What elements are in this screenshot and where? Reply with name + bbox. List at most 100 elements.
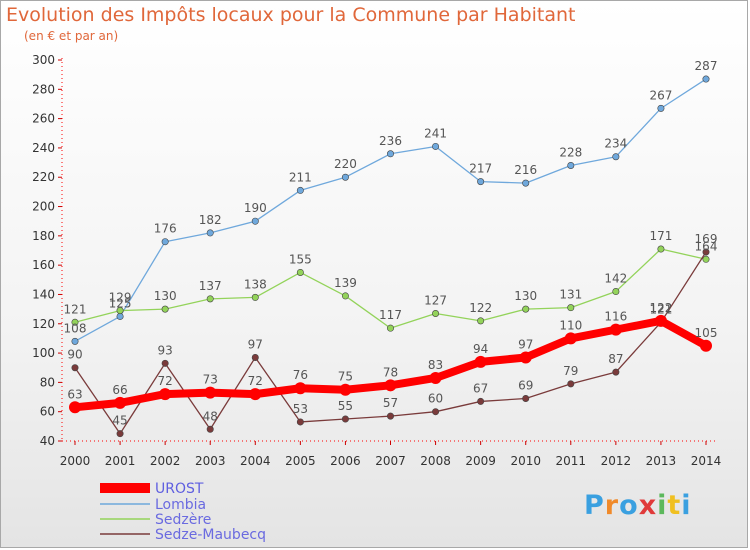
x-tick-label: 2010 [510,454,541,468]
chart-title: Evolution des Impôts locaux pour la Comm… [6,4,576,26]
x-tick-label: 2013 [646,454,677,468]
x-tick-label: 2005 [285,454,316,468]
logo-letter: P [584,490,605,521]
x-tick-label: 2003 [195,454,226,468]
y-tick-label: 80 [40,375,55,389]
data-point [477,397,485,405]
data-point [609,323,622,336]
data-label: 53 [293,402,308,416]
data-label: 78 [383,365,398,379]
data-point [204,386,217,399]
data-label: 55 [338,399,353,413]
logo-letter: x [638,490,658,521]
data-point [116,430,124,438]
data-point [654,314,667,327]
data-label: 67 [473,381,488,395]
y-tick-label: 220 [32,170,55,184]
data-point [612,368,620,376]
data-point [522,179,530,187]
data-label: 72 [248,374,263,388]
data-label: 131 [559,288,582,302]
data-point [567,380,575,388]
data-label: 182 [199,213,222,227]
data-label: 125 [109,296,132,310]
data-label: 142 [604,272,627,286]
data-label: 116 [604,310,627,324]
data-label: 105 [695,326,718,340]
data-label: 228 [559,146,582,160]
data-point [612,153,620,161]
data-point [429,371,442,384]
y-tick-label: 300 [32,53,55,67]
x-tick-label: 2012 [601,454,632,468]
data-label: 87 [608,352,623,366]
legend-label: Sedzère [155,512,211,528]
data-point [161,238,169,246]
data-label: 63 [67,387,82,401]
data-label: 216 [514,163,537,177]
data-point [522,395,530,403]
data-point [341,415,349,423]
data-label: 287 [695,59,718,73]
data-point [161,359,169,367]
data-label: 69 [518,379,533,393]
data-label: 66 [112,383,127,397]
data-label: 130 [514,289,537,303]
data-label: 137 [199,279,222,293]
data-point [159,388,172,401]
x-tick-label: 2011 [556,454,587,468]
data-point [702,75,710,83]
x-tick-label: 2000 [60,454,91,468]
data-point [296,268,304,276]
data-point [249,388,262,401]
logo-letter: i [681,490,692,521]
y-tick-label: 60 [40,405,55,419]
y-tick-label: 240 [32,141,55,155]
y-tick-label: 260 [32,112,55,126]
x-tick-label: 2006 [330,454,361,468]
data-point [612,288,620,296]
x-tick-label: 2004 [240,454,271,468]
x-tick-label: 2008 [420,454,451,468]
y-tick-label: 40 [40,434,55,448]
x-tick-label: 2001 [105,454,136,468]
y-tick-label: 140 [32,287,55,301]
data-label: 241 [424,126,447,140]
proxiti-logo: Proxiti [584,490,692,521]
data-point [114,396,127,409]
y-tick-label: 100 [32,346,55,360]
data-point [657,245,665,253]
data-point [294,382,307,395]
data-label: 138 [244,277,267,291]
data-point [206,229,214,237]
data-point [477,317,485,325]
data-label: 121 [64,302,87,316]
data-label: 122 [469,301,492,315]
data-point [339,383,352,396]
chart-subtitle: (en € et par an) [24,29,119,43]
data-label: 57 [383,396,398,410]
y-tick-label: 180 [32,229,55,243]
data-label: 93 [158,343,173,357]
data-point [69,401,81,414]
logo-letter: r [604,490,620,521]
data-label: 155 [289,252,312,266]
data-point [206,425,214,433]
data-label: 169 [695,232,718,246]
y-tick-label: 160 [32,258,55,272]
data-point [251,293,259,301]
data-point [477,178,485,186]
data-label: 117 [379,308,402,322]
data-label: 45 [112,414,127,428]
data-point [251,217,259,225]
x-tick-label: 2002 [150,454,181,468]
data-label: 217 [469,162,492,176]
data-point [206,295,214,303]
data-point [384,379,397,392]
data-point [161,305,169,313]
data-point [657,104,665,112]
legend-label: Lombia [155,497,206,513]
data-point [386,324,394,332]
